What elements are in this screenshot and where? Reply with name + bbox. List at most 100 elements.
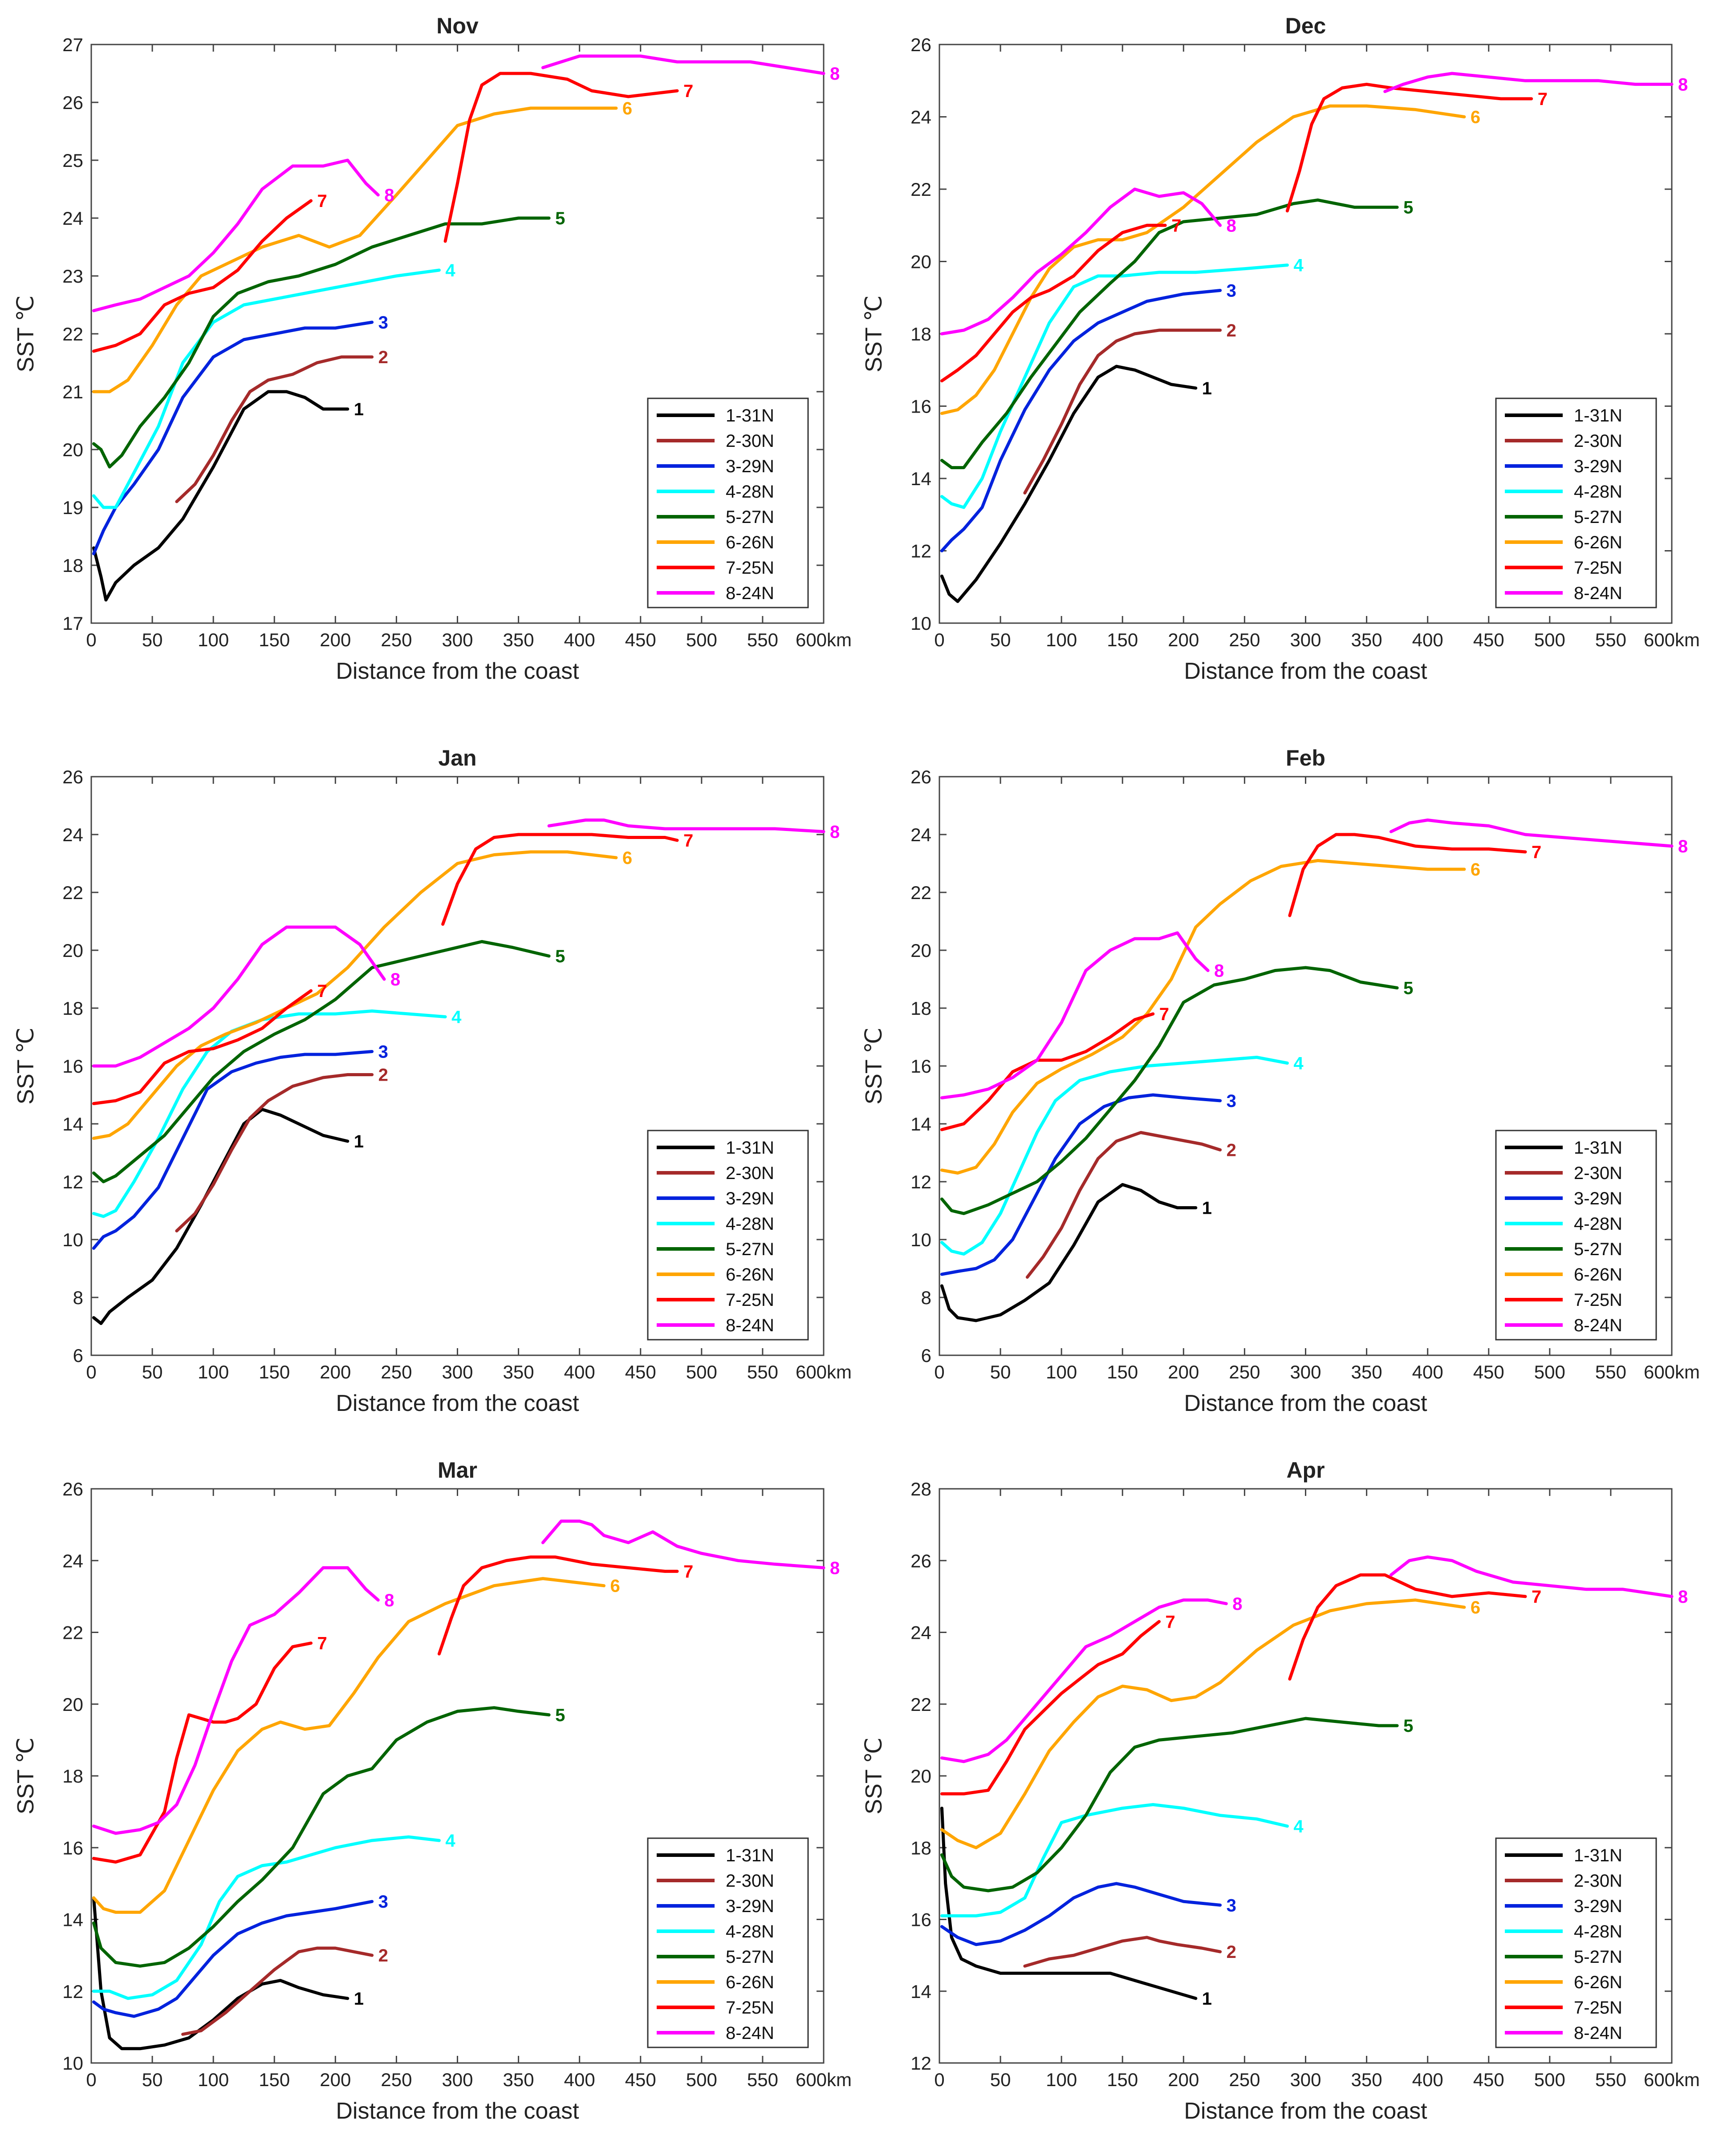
legend-entry: 7-25N <box>726 558 774 578</box>
series-line-2 <box>1023 1936 1222 1968</box>
series-end-label: 8 <box>830 64 840 84</box>
x-tick-label: 350 <box>503 1362 534 1382</box>
panel-jan: Jan 0 50 100 150 200 250 300 350 400 450 500 550 600k… <box>13 746 852 1416</box>
y-tick-label: 22 <box>62 1622 83 1643</box>
y-tick-label: 16 <box>62 1056 83 1077</box>
x-tick-label: 350 <box>503 2069 534 2090</box>
legend-entry: 8-24N <box>1574 584 1622 603</box>
legend-entry: 5-27N <box>1574 1947 1622 1967</box>
panel-dec: Dec 0 50 100 150 200 250 300 350 400 450 500 550 600k… <box>861 13 1700 684</box>
panel-feb: Feb 0 50 100 150 200 250 300 350 400 450 500 550 600k… <box>861 746 1700 1416</box>
x-tick-label: 250 <box>381 1362 412 1382</box>
series-line-7 <box>441 833 679 926</box>
x-tick-label: 450 <box>625 1362 656 1382</box>
series-end-label: 7 <box>1171 216 1181 235</box>
legend-entry: 4-28N <box>726 482 774 502</box>
x-tick-label: 450 <box>1473 1362 1504 1382</box>
y-tick-label: 20 <box>62 1694 83 1715</box>
x-tick-label: 300 <box>442 629 473 650</box>
y-tick-label: 10 <box>62 2053 83 2074</box>
legend-entry: 5-27N <box>726 1947 774 1967</box>
y-tick-label: 6 <box>73 1345 83 1366</box>
series-line-4 <box>92 1009 447 1218</box>
y-tick-label: 25 <box>62 150 83 171</box>
y-tick-label: 18 <box>62 998 83 1019</box>
series-end-label: 1 <box>354 1989 364 2009</box>
y-tick-label: 12 <box>62 1981 83 2002</box>
legend-entry: 1-31N <box>1574 1846 1622 1865</box>
x-tick-label: 300 <box>1290 629 1321 650</box>
series-end-label: 8 <box>1678 1587 1688 1607</box>
series-end-label: 2 <box>1227 321 1236 340</box>
series-end-label: 3 <box>1227 281 1236 301</box>
x-tick-label: 450 <box>625 2069 656 2090</box>
series-end-label: 3 <box>1227 1896 1236 1915</box>
x-axis-label: Distance from the coast <box>1184 658 1427 684</box>
x-tick-label: 600km <box>1644 1362 1700 1382</box>
panel-title: Mar <box>438 1458 477 1483</box>
x-tick-label: 150 <box>1107 629 1138 650</box>
x-tick-label: 400 <box>564 1362 595 1382</box>
legend-entry: 1-31N <box>726 1138 774 1158</box>
panel-title: Jan <box>438 746 476 770</box>
y-tick-label: 16 <box>62 1837 83 1858</box>
legend-entry: 2-30N <box>1574 1871 1622 1891</box>
series-line-5 <box>940 1717 1399 1893</box>
panel-apr: Apr 0 50 100 150 200 250 300 350 400 450 500 550 600k… <box>861 1458 1700 2124</box>
legend-box <box>1495 1837 1657 2048</box>
x-tick-label: 450 <box>625 629 656 650</box>
series-end-label: 4 <box>1293 256 1304 276</box>
y-axis-label: SST ℃ <box>13 295 39 372</box>
legend: 1-31N 2-30N 3-29N 4-28N 5-27N 6-26N 7-25N 8-24N <box>1495 1130 1657 1341</box>
x-tick-label: 250 <box>381 629 412 650</box>
y-tick-label: 14 <box>910 1981 931 2002</box>
legend-entry: 7-25N <box>1574 1290 1622 1310</box>
series-end-label: 8 <box>1678 75 1688 94</box>
x-tick-label: 100 <box>1046 1362 1077 1382</box>
y-tick-label: 22 <box>62 882 83 903</box>
series-end-label: 7 <box>683 831 693 851</box>
series-end-label: 5 <box>555 947 565 966</box>
x-tick-label: 300 <box>442 2069 473 2090</box>
y-tick-label: 10 <box>910 1229 931 1250</box>
series-line-3 <box>92 320 374 555</box>
series-line-7a <box>92 199 313 353</box>
legend-entry: 8-24N <box>1574 1316 1622 1335</box>
series-line-1 <box>940 365 1198 603</box>
series-line-4 <box>92 1835 441 2000</box>
x-axis-label: Distance from the coast <box>336 658 579 684</box>
series-end-label: 7 <box>683 81 693 101</box>
legend-entry: 6-26N <box>1574 1973 1622 1992</box>
series-line-4 <box>940 1803 1289 1917</box>
y-axis-label: SST ℃ <box>861 295 887 372</box>
x-tick-label: 550 <box>1595 2069 1626 2090</box>
y-tick-label: 26 <box>910 766 931 787</box>
legend: 1-31N 2-30N 3-29N 4-28N 5-27N 6-26N 7-25N 8-24N <box>647 1130 809 1341</box>
legend-entry: 3-29N <box>726 1897 774 1916</box>
series-line-5 <box>92 1706 551 1968</box>
y-tick-label: 23 <box>62 266 83 287</box>
legend-entry: 6-26N <box>726 1973 774 1992</box>
y-tick-label: 12 <box>910 2053 931 2074</box>
y-tick-label: 14 <box>62 1114 83 1135</box>
y-tick-label: 10 <box>62 1229 83 1250</box>
series-end-label: 6 <box>1471 1598 1480 1617</box>
series-end-label: 7 <box>317 1634 327 1653</box>
series-line-6 <box>940 1598 1466 1849</box>
y-tick-label: 26 <box>910 1550 931 1571</box>
panel-title: Feb <box>1286 746 1325 770</box>
series-line-5 <box>92 216 551 469</box>
legend-entry: 8-24N <box>726 584 774 603</box>
series-line-6 <box>92 850 618 1140</box>
series-line-3 <box>940 289 1222 552</box>
legend-entry: 2-30N <box>726 1163 774 1183</box>
legend-entry: 7-25N <box>726 1290 774 1310</box>
series-end-label: 1 <box>354 1132 364 1151</box>
y-tick-label: 16 <box>910 1909 931 1930</box>
series-end-label: 3 <box>1227 1091 1236 1111</box>
series-line-3 <box>940 1882 1222 1946</box>
series-end-label: 7 <box>1532 843 1541 862</box>
y-tick-label: 20 <box>62 439 83 460</box>
x-tick-label: 500 <box>1534 2069 1565 2090</box>
series-end-label: 2 <box>1227 1141 1236 1160</box>
